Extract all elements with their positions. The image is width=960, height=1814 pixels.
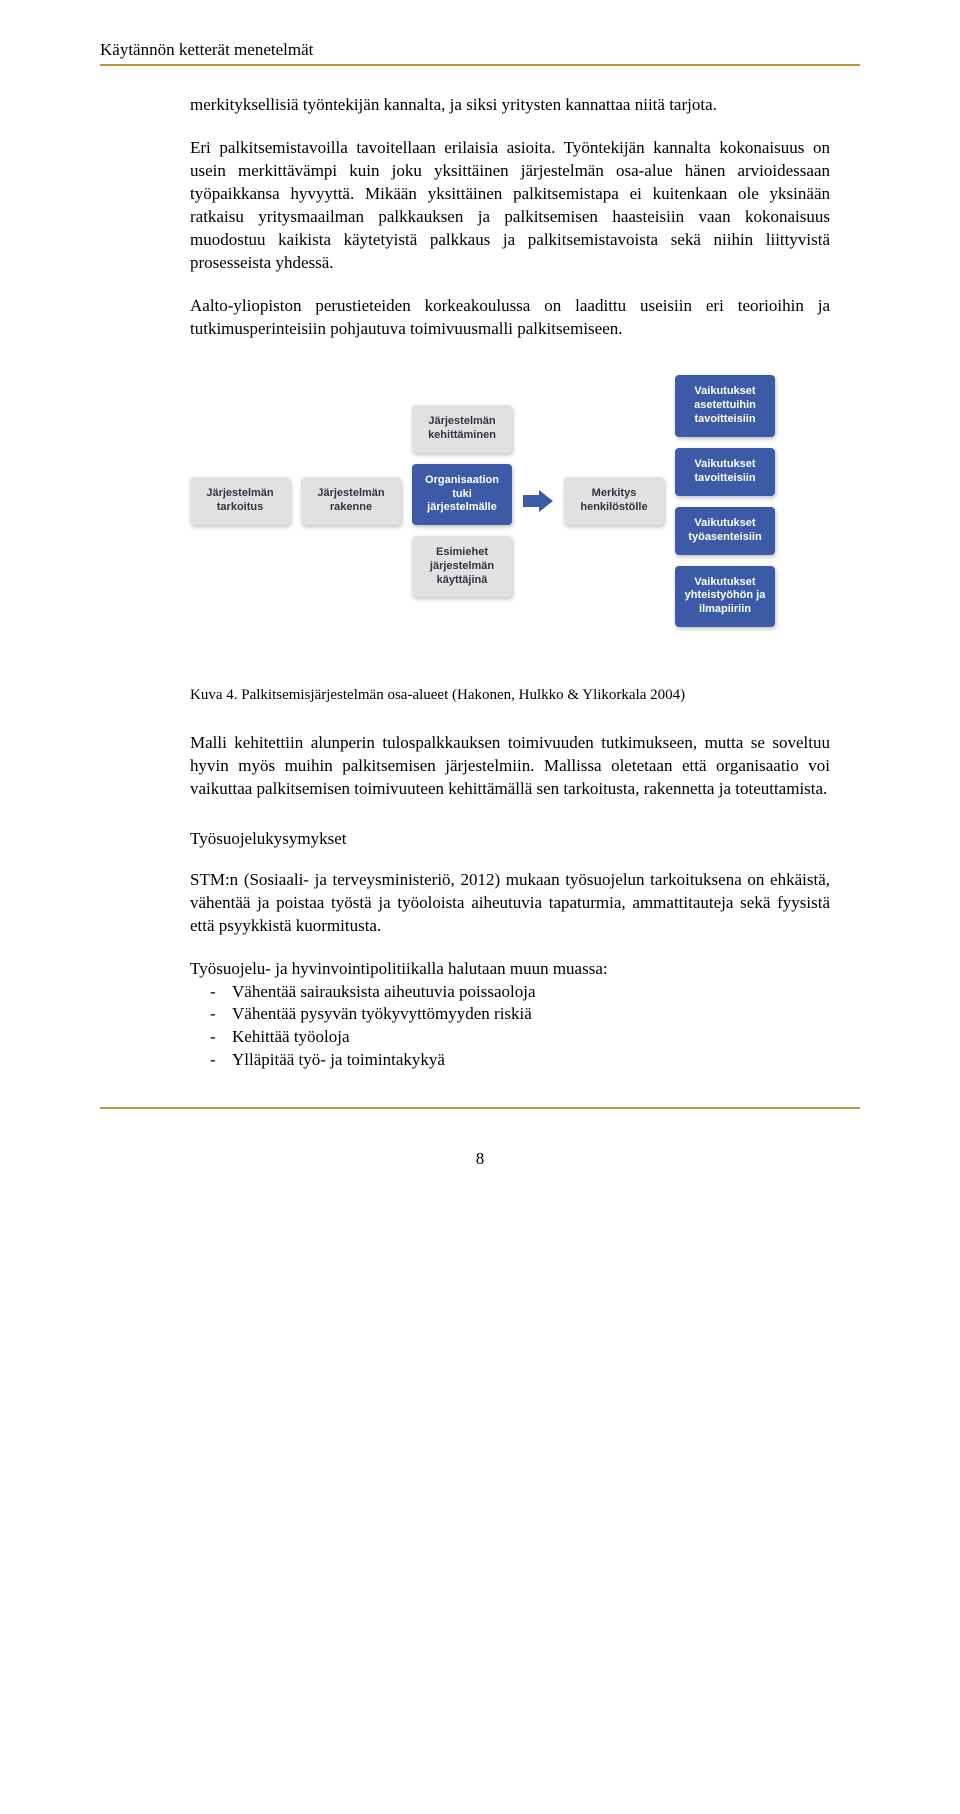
- node-vaikutukset-asetettuihin: Vaikutukset asetettuihin tavoitteisiin: [675, 375, 775, 436]
- list-item: Kehittää työoloja: [190, 1026, 830, 1049]
- diagram-right-column: Vaikutukset asetettuihin tavoitteisiin V…: [675, 375, 775, 627]
- node-vaikutukset-yhteistyohon: Vaikutukset yhteistyöhön ja ilmapiiriin: [675, 566, 775, 627]
- paragraph-6: STM:n (Sosiaali- ja terveysministeriö, 2…: [190, 869, 830, 938]
- node-vaikutukset-tavoitteisiin: Vaikutukset tavoitteisiin: [675, 448, 775, 496]
- paragraph-5: Malli kehitettiin alunperin tulospalkkau…: [190, 732, 830, 801]
- paragraph-3: Aalto-yliopiston perustieteiden korkeako…: [190, 295, 830, 341]
- node-jarjestelman-rakenne: Järjestelmän rakenne: [301, 477, 401, 525]
- list-item: Ylläpitää työ- ja toimintakykyä: [190, 1049, 830, 1072]
- page-header-title: Käytännön ketterät menetelmät: [100, 40, 860, 60]
- paragraph-2: Eri palkitsemistavoilla tavoitellaan eri…: [190, 137, 830, 275]
- diagram-row: Järjestelmän tarkoitus Järjestelmän rake…: [190, 375, 830, 627]
- list-item: Vähentää pysyvän työkyvyttömyyden riskiä: [190, 1003, 830, 1026]
- list-intro: Työsuojelu- ja hyvinvointipolitiikalla h…: [190, 958, 830, 981]
- subheading-tyosuojelu: Työsuojelukysymykset: [190, 829, 830, 849]
- arrow-right-icon: [523, 491, 553, 511]
- node-vaikutukset-tyoasenteisiin: Vaikutukset työasenteisiin: [675, 507, 775, 555]
- header-rule: [100, 64, 860, 66]
- figure-caption: Kuva 4. Palkitsemisjärjestelmän osa-alue…: [190, 687, 830, 704]
- diagram-figure: Järjestelmän tarkoitus Järjestelmän rake…: [190, 375, 830, 627]
- footer-rule: [100, 1107, 860, 1109]
- list-item: Vähentää sairauksista aiheutuvia poissao…: [190, 981, 830, 1004]
- node-esimiehet-kayttajina: Esimiehet järjestelmän käyttäjinä: [412, 536, 512, 597]
- paragraph-1: merkityksellisiä työntekijän kannalta, j…: [190, 94, 830, 117]
- node-merkitys-henkilostolle: Merkitys henkilöstölle: [564, 477, 664, 525]
- node-jarjestelman-kehittaminen: Järjestelmän kehittäminen: [412, 405, 512, 453]
- node-organisaation-tuki: Organisaation tuki järjestelmälle: [412, 464, 512, 525]
- page-number: 8: [100, 1149, 860, 1169]
- diagram-center-column: Järjestelmän kehittäminen Organisaation …: [412, 405, 512, 598]
- node-jarjestelman-tarkoitus: Järjestelmän tarkoitus: [190, 477, 290, 525]
- content-area: merkityksellisiä työntekijän kannalta, j…: [100, 94, 860, 1072]
- benefits-list: Vähentää sairauksista aiheutuvia poissao…: [190, 981, 830, 1073]
